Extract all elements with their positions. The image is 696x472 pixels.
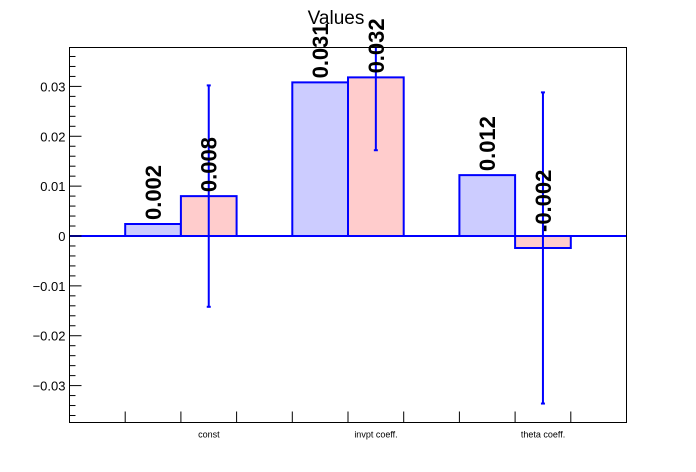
x-category-label: invpt coeff. — [354, 430, 397, 440]
x-category-label: const — [198, 430, 220, 440]
value-label: 0.002 — [141, 165, 166, 220]
chart-title: Values — [308, 8, 365, 29]
value-label: 0.031 — [308, 23, 333, 78]
y-tick-label: 0.03 — [40, 79, 65, 94]
y-tick-label: 0 — [58, 229, 65, 244]
y-tick-label: −0.01 — [33, 279, 66, 294]
y-tick-label: 0.02 — [40, 129, 65, 144]
value-label: 0.008 — [197, 137, 222, 192]
value-label: -0.002 — [531, 170, 556, 232]
y-tick-label: −0.02 — [33, 329, 66, 344]
y-tick-label: −0.03 — [33, 379, 66, 394]
value-label: 0.032 — [364, 18, 389, 73]
y-tick-label: 0.01 — [40, 179, 65, 194]
value-label: 0.012 — [475, 116, 500, 171]
bar-series-1 — [125, 224, 181, 236]
bar-outline — [458, 174, 517, 236]
x-category-label: theta coeff. — [521, 430, 565, 440]
bar-series-1 — [292, 82, 348, 236]
bar-series-1 — [459, 175, 516, 236]
